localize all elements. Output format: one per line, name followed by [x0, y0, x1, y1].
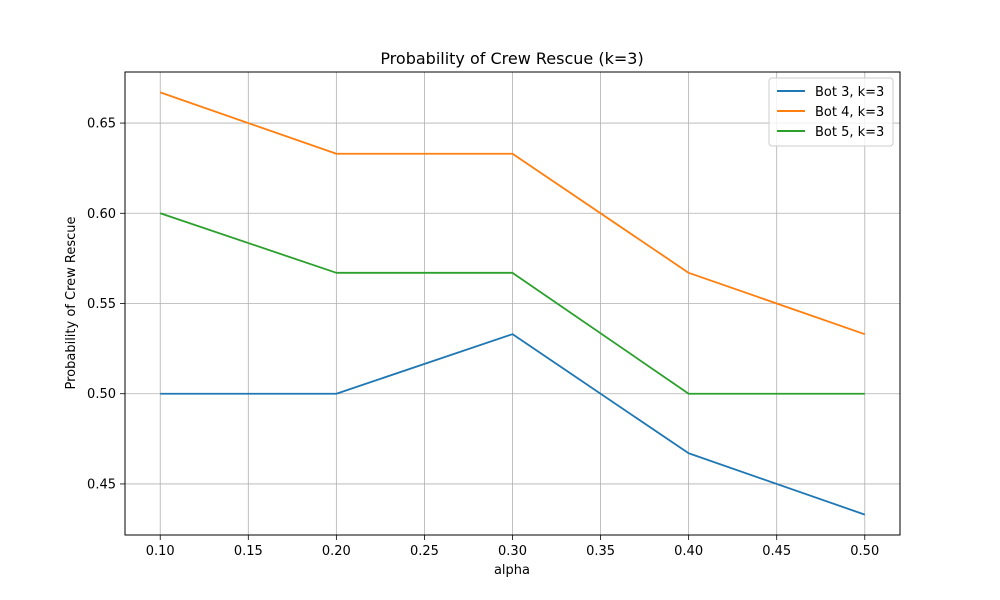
x-tick-label: 0.25 [410, 544, 439, 559]
series-line-bot-4-k-3 [159, 91, 866, 336]
x-tick-label: 0.20 [322, 544, 351, 559]
legend-item: Bot 3, k=3 [777, 85, 884, 100]
x-tick-label: 0.50 [850, 544, 879, 559]
y-tick-label: 0.45 [87, 477, 116, 492]
x-axis-label: alpha [494, 563, 530, 578]
legend-label-bot-3: Bot 3, k=3 [815, 85, 884, 100]
y-tick-label: 0.50 [87, 387, 116, 402]
y-axis-label: Probability of Crew Rescue [64, 216, 79, 389]
legend-item: Bot 4, k=3 [777, 105, 884, 120]
chart-title: Probability of Crew Rescue (k=3) [380, 49, 643, 68]
x-tick-label: 0.30 [498, 544, 527, 559]
y-tick-label: 0.60 [87, 207, 116, 222]
x-tick-label: 0.45 [762, 544, 791, 559]
x-tick-label: 0.40 [674, 544, 703, 559]
legend-label-bot-4: Bot 4, k=3 [815, 105, 884, 120]
legend-label-bot-5: Bot 5, k=3 [815, 125, 884, 140]
series-lines [159, 91, 866, 516]
series-line-bot-5-k-3 [159, 212, 865, 395]
legend-box [768, 77, 894, 147]
x-tick-label: 0.35 [586, 544, 615, 559]
y-tick-label: 0.55 [87, 297, 116, 312]
series-line-bot-3-k-3 [160, 333, 866, 516]
legend: Bot 3, k=3 Bot 4, k=3 Bot 5, k=3 [768, 77, 894, 147]
x-tick-label: 0.15 [234, 544, 263, 559]
x-tick-label: 0.10 [146, 544, 175, 559]
x-axis-ticks: 0.10 0.15 0.20 0.25 0.30 0.35 0.40 0.45 0.50 [146, 535, 879, 559]
y-axis-ticks: 0.45 0.50 0.55 0.60 0.65 [87, 117, 125, 492]
legend-item: Bot 5, k=3 [777, 125, 884, 140]
y-tick-label: 0.65 [87, 117, 116, 132]
